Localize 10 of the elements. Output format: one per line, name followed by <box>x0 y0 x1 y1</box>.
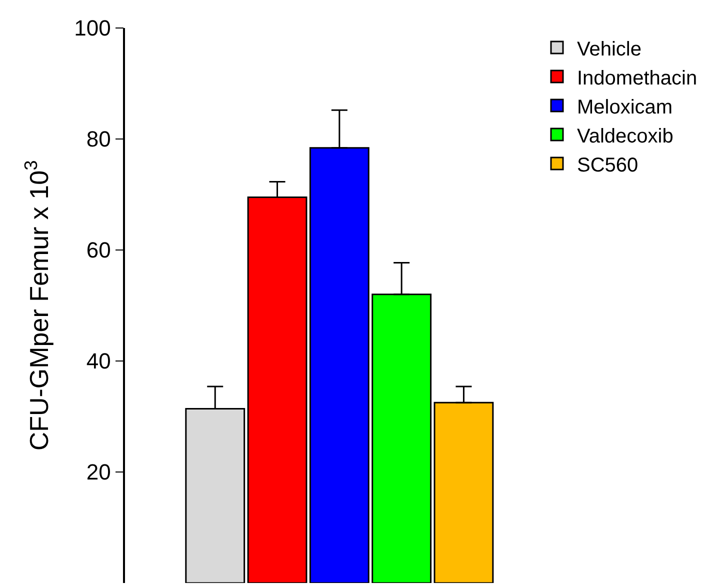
legend-label: Meloxicam <box>577 96 673 118</box>
legend-label: Valdecoxib <box>577 125 674 148</box>
y-tick-label: 80 <box>86 126 111 152</box>
y-tick-label: 40 <box>86 348 111 374</box>
legend-label: Indomethacin <box>577 67 698 90</box>
legend-label: SC560 <box>577 154 638 176</box>
y-tick-label: 20 <box>86 460 111 485</box>
y-tick-label: 100 <box>74 16 111 41</box>
y-tick-label: 60 <box>86 238 111 263</box>
legend-label: Vehicle <box>577 38 642 60</box>
